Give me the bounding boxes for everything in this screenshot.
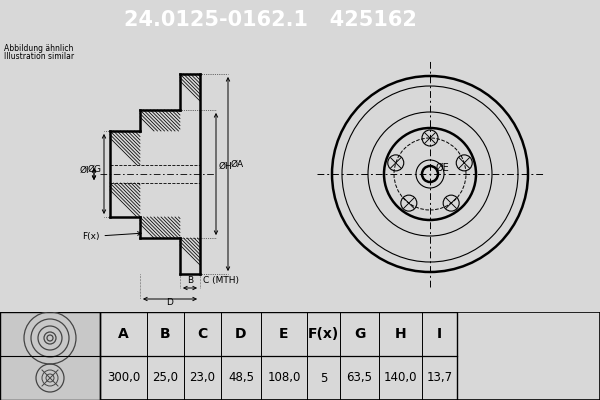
Text: C (MTH): C (MTH) (203, 276, 239, 285)
Text: ØG: ØG (88, 164, 102, 174)
Text: A: A (118, 327, 129, 341)
Bar (0, 312, 100, 400)
Text: Abbildung ähnlich: Abbildung ähnlich (4, 44, 73, 53)
Text: C: C (197, 327, 208, 341)
Text: D: D (235, 327, 247, 341)
Text: 108,0: 108,0 (268, 372, 301, 384)
Text: 63,5: 63,5 (347, 372, 373, 384)
Text: E: E (279, 327, 289, 341)
Text: Illustration similar: Illustration similar (4, 52, 74, 61)
Text: 25,0: 25,0 (152, 372, 179, 384)
Text: H: H (395, 327, 406, 341)
Text: ØA: ØA (231, 160, 244, 168)
Bar (100, 312, 457, 400)
Text: F(x): F(x) (308, 327, 339, 341)
Text: 5: 5 (320, 372, 327, 384)
Text: 300,0: 300,0 (107, 372, 140, 384)
Text: 140,0: 140,0 (384, 372, 417, 384)
Text: D: D (167, 298, 173, 307)
Text: F(x): F(x) (82, 232, 141, 241)
Text: 24.0125-0162.1   425162: 24.0125-0162.1 425162 (124, 10, 416, 30)
Text: 13,7: 13,7 (427, 372, 452, 384)
Text: 23,0: 23,0 (190, 372, 215, 384)
Text: ØH: ØH (219, 162, 233, 170)
Text: G: G (354, 327, 365, 341)
Text: B: B (187, 276, 193, 285)
Text: 48,5: 48,5 (228, 372, 254, 384)
Text: B: B (160, 327, 171, 341)
Text: I: I (437, 327, 442, 341)
Text: ØE: ØE (436, 163, 450, 173)
Text: ØI: ØI (80, 166, 89, 174)
